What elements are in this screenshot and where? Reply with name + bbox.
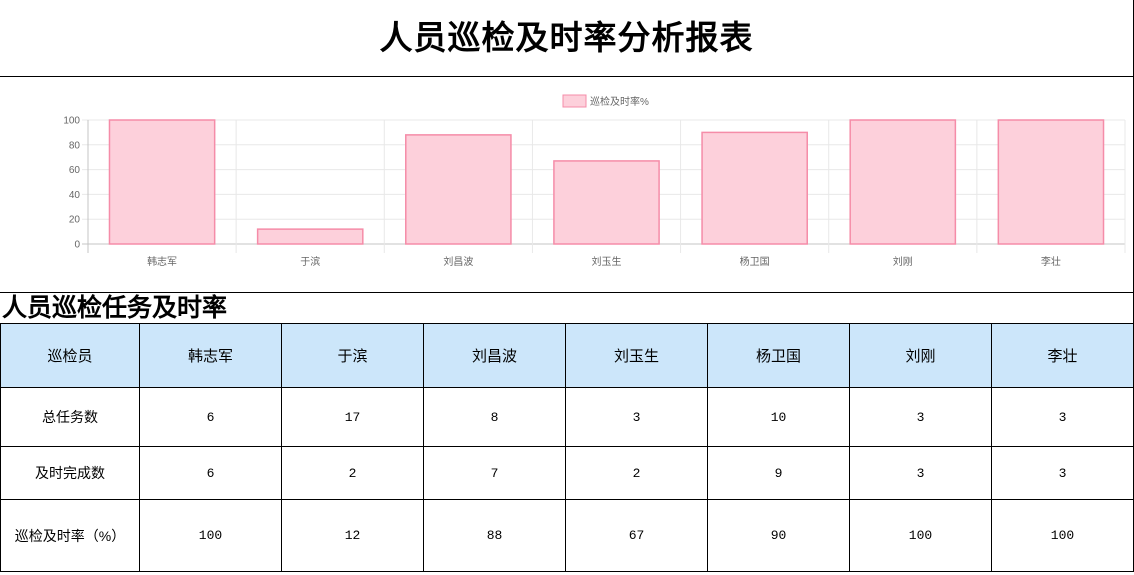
table-cell: 88	[423, 499, 566, 572]
table-cell: 3	[991, 446, 1134, 500]
chart-bar	[849, 119, 957, 245]
x-tick-label: 刘玉生	[592, 255, 622, 268]
table-cell: 9	[707, 446, 850, 500]
x-tick-label: 刘昌波	[443, 255, 473, 268]
table-header-cell: 于滨	[281, 323, 424, 388]
chart-bar	[701, 131, 808, 245]
y-tick-label: 60	[69, 165, 81, 176]
table-header-cell: 韩志军	[139, 323, 282, 388]
row-label: 总任务数	[0, 387, 140, 447]
x-tick-label: 韩志军	[147, 255, 177, 268]
bar-chart: 0 20 40 60 80 100 韩志军 于滨 刘昌波 刘玉生 杨卫国 刘刚 李壮 巡检及时率%	[63, 94, 1126, 268]
table-cell: 90	[707, 499, 850, 572]
chart-bar	[997, 119, 1105, 245]
chart-bar	[108, 119, 216, 245]
table-cell: 8	[423, 387, 566, 447]
table-cell: 6	[139, 387, 282, 447]
legend-label: 巡检及时率%	[590, 95, 649, 108]
table-header-cell: 刘刚	[849, 323, 992, 388]
table-header-cell: 李壮	[991, 323, 1134, 388]
table-row: 及时完成数 6 2 7 2 9 3 3	[0, 446, 1134, 500]
table-header-cell: 巡检员	[0, 323, 140, 388]
x-tick-label: 李壮	[1041, 255, 1061, 268]
table-cell: 2	[565, 446, 708, 500]
table-row: 巡检及时率（%） 100 12 88 67 90 100 100	[0, 499, 1134, 572]
table-cell: 2	[281, 446, 424, 500]
chart-bar	[256, 228, 364, 245]
title-box: 人员巡检及时率分析报表	[0, 0, 1134, 77]
legend-swatch	[562, 94, 587, 108]
inspection-table: 巡检员 韩志军 于滨 刘昌波 刘玉生 杨卫国 刘刚 李壮 总任务数 6 17 8…	[0, 323, 1134, 572]
table-cell: 7	[423, 446, 566, 500]
y-tick-label: 100	[63, 116, 80, 127]
x-tick-label: 杨卫国	[740, 255, 770, 268]
y-tick-label: 80	[69, 140, 81, 151]
y-tick-label: 20	[69, 215, 81, 226]
section-heading: 人员巡检任务及时率	[2, 295, 228, 322]
table-cell: 3	[565, 387, 708, 447]
chart-bar	[405, 134, 512, 245]
table-cell: 67	[565, 499, 708, 572]
y-tick-label: 40	[69, 190, 81, 201]
table-cell: 3	[849, 387, 992, 447]
x-tick-label: 刘刚	[893, 256, 913, 268]
table-cell: 100	[991, 499, 1134, 572]
table-cell: 6	[139, 446, 282, 500]
table-header-row: 巡检员 韩志军 于滨 刘昌波 刘玉生 杨卫国 刘刚 李壮	[0, 323, 1134, 388]
section-heading-box: 人员巡检任务及时率	[0, 293, 1134, 323]
table-header-cell: 杨卫国	[707, 323, 850, 388]
chart-bar	[553, 160, 660, 245]
y-tick-label: 0	[74, 240, 80, 251]
table-header-cell: 刘昌波	[423, 323, 566, 388]
row-label: 巡检及时率（%）	[0, 499, 140, 572]
table-cell: 3	[991, 387, 1134, 447]
x-tick-label: 于滨	[300, 255, 320, 268]
table-row: 总任务数 6 17 8 3 10 3 3	[0, 387, 1134, 447]
chart-box: 0 20 40 60 80 100 韩志军 于滨 刘昌波 刘玉生 杨卫国 刘刚 李壮 巡检及时率%	[0, 77, 1134, 293]
page-title: 人员巡检及时率分析报表	[379, 21, 754, 57]
table-cell: 100	[849, 499, 992, 572]
table-cell: 17	[281, 387, 424, 447]
table-cell: 12	[281, 499, 424, 572]
table-cell: 10	[707, 387, 850, 447]
table-cell: 3	[849, 446, 992, 500]
table-cell: 100	[139, 499, 282, 572]
table-header-cell: 刘玉生	[565, 323, 708, 388]
row-label: 及时完成数	[0, 446, 140, 500]
